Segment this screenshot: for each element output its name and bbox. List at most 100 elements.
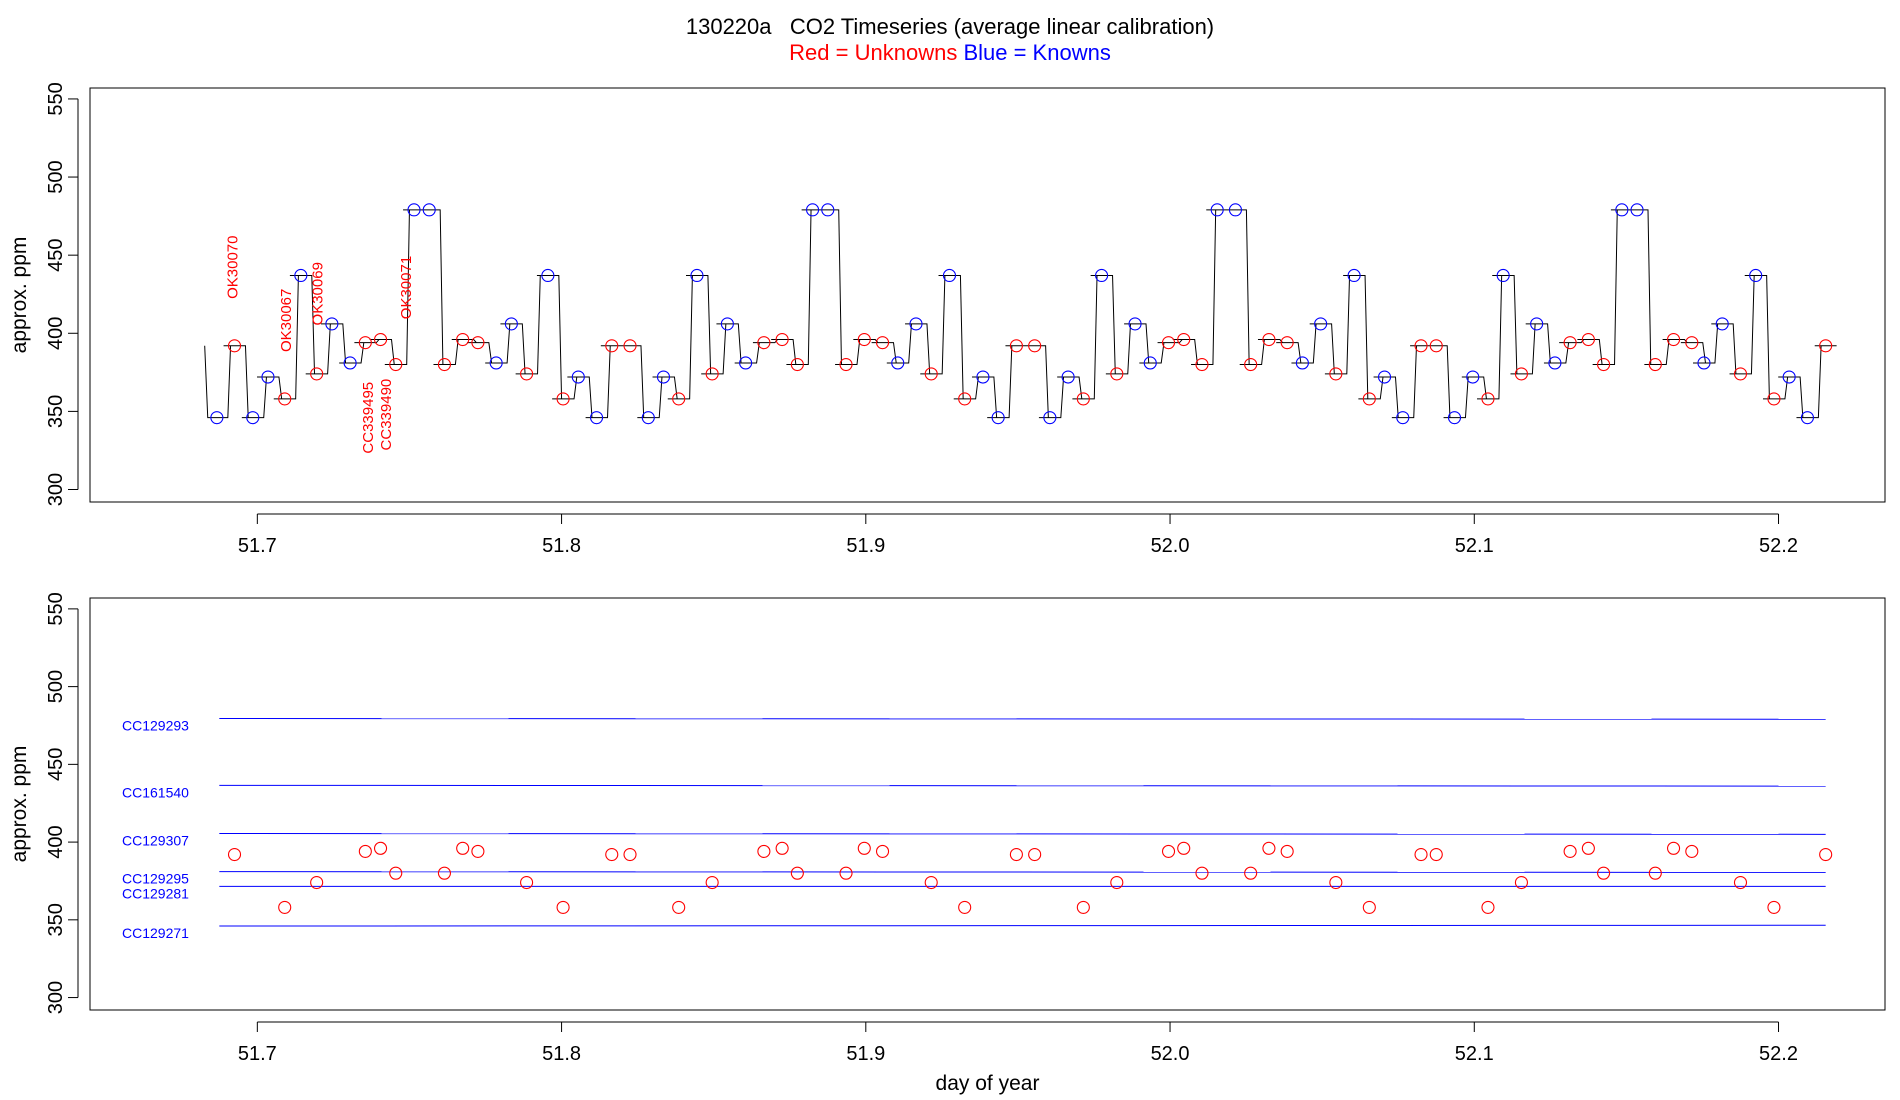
unknown-point [1563,336,1577,350]
x-tick-label: 52.1 [1455,1043,1494,1065]
known-point [821,203,835,217]
y-tick-label: 550 [45,592,67,625]
x-tick-label: 52.0 [1151,1043,1190,1065]
reference-label: CC161540 [122,784,189,800]
unknown-point [705,367,719,381]
known-point [1043,411,1057,425]
unknown-point [1563,844,1577,858]
known-point [942,268,957,283]
unknown-point [924,367,938,381]
unknown-point [839,357,853,372]
known-point [1447,411,1462,425]
unknown-point [1161,336,1176,350]
unknown-point [623,339,637,353]
unknown-point [556,900,570,914]
unknown-point [1414,847,1428,862]
unknown-point [1733,875,1748,890]
known-point [422,203,436,217]
unknown-point [1429,339,1443,353]
known-point [806,203,820,217]
unknown-point [958,392,972,406]
reference-label: CC129295 [122,871,189,887]
unknown-point [1362,392,1376,406]
co2-trace [204,209,1837,419]
x-tick-label: 51.8 [542,535,581,557]
unknown-point [310,367,324,381]
unknown-point [1597,357,1611,372]
top-panel: 300 350 400 450 500 550 approx. ppm 51.7 51.8 51.… [8,82,1886,557]
unknown-point [556,392,570,406]
unknown-point [605,847,619,862]
sample-annotation: OK30067 [278,289,295,352]
y-axis-label: approx. ppm [8,237,31,354]
unknown-point [875,844,890,858]
known-point [690,268,704,283]
unknown-point [1110,875,1124,890]
unknown-point [227,339,242,353]
unknown-point [1685,336,1699,350]
known-point [1128,317,1142,331]
title-block: 130220a CO2 Timeseries (average linear c… [0,14,1900,66]
unknown-point [1195,866,1209,880]
known-point [210,411,224,425]
reference-line [219,924,1826,927]
unknown-point [1076,900,1090,914]
unknown-point [1009,847,1023,862]
unknown-point [1329,875,1343,890]
y-tick-label: 450 [45,748,67,781]
chart-legend: Red = Unknowns Blue = Knowns [0,40,1900,66]
unknown-point [227,847,242,862]
unknown-point [775,332,789,347]
known-point [1295,356,1309,370]
unknown-point [1767,900,1781,914]
unknown-point [456,332,470,347]
x-axis-label: day of year [936,1072,1040,1095]
y-tick-label: 400 [45,317,67,350]
unknown-point [1280,844,1294,858]
known-point [991,411,1005,425]
unknown-point [471,844,485,858]
known-point [1095,268,1109,283]
known-point [1782,370,1796,384]
unknown-point [790,357,804,372]
unknown-point [672,392,686,406]
unknown-point [1177,841,1191,855]
y-tick-label: 500 [45,160,67,193]
known-point [407,203,421,217]
y-tick-label: 300 [45,981,67,1014]
y-tick-label: 500 [45,670,67,703]
unknown-point [1819,847,1833,862]
unknown-point [1685,844,1699,858]
reference-label: CC129271 [122,925,189,941]
unknown-point [1481,900,1495,914]
unknown-point [1667,332,1681,347]
known-point [1228,203,1243,217]
reference-label: CC129293 [122,717,189,733]
known-point [1615,203,1629,217]
unknown-point [358,844,372,858]
unknown-point [875,336,890,350]
reference-label: CC129281 [122,885,189,901]
unknown-point [1161,844,1176,858]
x-tick-label: 51.8 [542,1043,581,1065]
y-tick-label: 350 [45,395,67,428]
unknown-point [1177,332,1191,347]
x-tick-label: 52.2 [1759,535,1798,557]
unknown-point [924,875,938,890]
known-point [1715,317,1729,331]
unknown-point [1767,392,1781,406]
reference-line [219,717,1826,720]
known-point [1697,356,1711,370]
x-tick-label: 51.7 [238,1043,277,1065]
sample-annotation: CC339495 [360,382,377,454]
unknown-point [958,900,972,914]
unknown-point [672,900,686,914]
unknown-point [373,332,388,347]
x-tick-label: 52.2 [1759,1043,1798,1065]
unknown-point [1733,367,1748,381]
x-tick-label: 51.9 [846,1043,885,1065]
unknown-point [389,357,403,372]
unknown-point [1329,367,1343,381]
reference-label: CC129307 [122,833,189,849]
known-point [504,317,518,331]
